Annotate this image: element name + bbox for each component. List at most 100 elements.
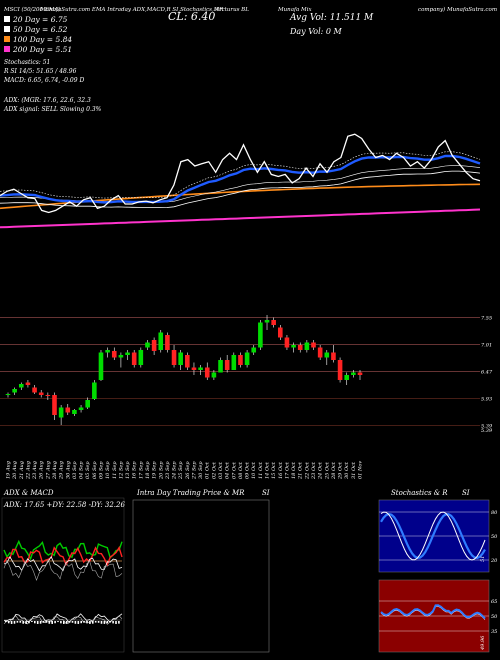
stoch-level-label: 20 <box>490 558 498 564</box>
candle-body <box>85 400 90 408</box>
candle-body <box>111 351 117 358</box>
ema-200-line <box>0 208 481 229</box>
date-label: 26 Aug <box>39 461 45 480</box>
macd-histogram-bar <box>65 621 68 624</box>
adx-minus-di <box>3 546 123 567</box>
legend-entry: 20 Day = 6.75 <box>12 15 68 24</box>
candle-body <box>224 360 230 370</box>
candle-body <box>297 345 303 350</box>
macd-histogram-bar <box>51 621 53 624</box>
stoch-d-line <box>380 512 486 560</box>
date-label: 28 Oct <box>331 461 337 480</box>
stoch-k-line <box>380 511 486 561</box>
candle-body <box>331 352 336 360</box>
stoch-value: 51 <box>480 556 486 562</box>
macd-histogram-bar <box>16 621 19 623</box>
candle-body <box>92 382 97 399</box>
price-level-label: 5.93 <box>481 397 492 403</box>
price-level-label: 7.55 <box>481 316 492 322</box>
date-label: 30 Oct <box>344 461 350 479</box>
candle-body <box>145 342 150 348</box>
date-label: 05 Sep <box>85 461 91 479</box>
company-tag: Munafa Mix <box>277 7 312 13</box>
candle-body <box>304 342 310 350</box>
legend-entry: 50 Day = 6.52 <box>13 25 68 34</box>
date-label: 22 Oct <box>304 461 310 480</box>
date-label: 27 Sep <box>191 461 197 480</box>
candle-body <box>244 352 250 365</box>
macd-histogram-bar <box>22 621 24 624</box>
macd-histogram-bar <box>97 621 100 623</box>
macd-histogram-bar <box>45 621 48 623</box>
macd-histogram-bar <box>106 621 109 624</box>
date-label: 24 Sep <box>172 461 178 480</box>
candle-body <box>191 367 197 370</box>
candle-body <box>32 387 37 393</box>
macd-histogram-bar <box>109 621 111 623</box>
macd-histogram-bar <box>86 621 88 624</box>
stoch-title: Stochastics & R <box>391 489 448 497</box>
date-label: 16 Oct <box>278 461 284 479</box>
price-level-label: 6.47 <box>481 370 493 376</box>
date-label: 10 Oct <box>251 461 257 479</box>
rsi-level-label: 35 <box>491 629 497 635</box>
macd-histogram-bar <box>34 621 36 624</box>
macd-histogram-bar <box>10 621 13 624</box>
candle-body <box>284 337 290 348</box>
candle-body <box>264 320 270 323</box>
date-label: 09 Oct <box>245 461 251 479</box>
date-label: 28 Aug <box>52 461 58 480</box>
date-label: 12 Sep <box>118 461 124 479</box>
candle-body <box>78 407 84 410</box>
macd-histogram-bar <box>42 621 45 623</box>
adx-signal: ADX signal: SELL Slowing 0.3% <box>3 106 102 113</box>
date-label: 19 Aug <box>6 461 12 479</box>
candle-body <box>344 375 350 380</box>
candle-body <box>131 352 137 365</box>
date-label: 06 Sep <box>92 461 98 479</box>
date-label: 01 Oct <box>205 461 211 479</box>
ema-20-line <box>0 154 481 204</box>
close-price-line <box>0 133 481 214</box>
candle-body <box>271 320 276 325</box>
candle-body <box>165 335 170 350</box>
macd-histogram-bar <box>112 621 114 624</box>
date-label: 29 Oct <box>338 461 344 480</box>
date-label: 11 Sep <box>112 461 118 479</box>
candle-body <box>65 407 71 413</box>
macd-line <box>4 613 123 624</box>
macd-histogram-bar <box>57 621 59 623</box>
candle-body <box>357 372 363 375</box>
adx-line-b <box>3 558 123 581</box>
rsi-line <box>380 604 486 620</box>
rsi-level-label: 65 <box>491 599 497 605</box>
date-label: 13 Sep <box>125 461 131 479</box>
candle-body <box>138 350 144 365</box>
legend-swatch <box>4 26 10 32</box>
macd-histogram-bar <box>71 621 74 623</box>
candle-body <box>171 350 177 365</box>
macd-histogram-bar <box>48 621 51 624</box>
candle-body <box>58 407 64 418</box>
candle-body <box>218 360 223 373</box>
macd-histogram-bar <box>89 621 91 624</box>
date-label: 20 Sep <box>158 461 164 480</box>
candle-body <box>151 340 157 351</box>
intraday-si: SI <box>262 489 270 497</box>
candle-body <box>278 327 283 338</box>
candle-body <box>158 332 164 350</box>
macd-histogram-bar <box>63 621 65 624</box>
date-label: 09 Sep <box>98 461 104 479</box>
date-label: 08 Oct <box>238 461 244 479</box>
macd-histogram-bar <box>39 621 42 624</box>
candle-body <box>45 395 51 396</box>
macd-histogram-bar <box>100 621 103 624</box>
macd-histogram-bar <box>5 621 7 622</box>
candle-body <box>178 352 183 365</box>
date-label: 04 Oct <box>225 461 231 479</box>
candle-body <box>311 342 316 348</box>
macd-histogram-bar <box>103 621 106 624</box>
adx-plus-di <box>3 539 123 561</box>
date-label: 17 Oct <box>284 461 290 479</box>
